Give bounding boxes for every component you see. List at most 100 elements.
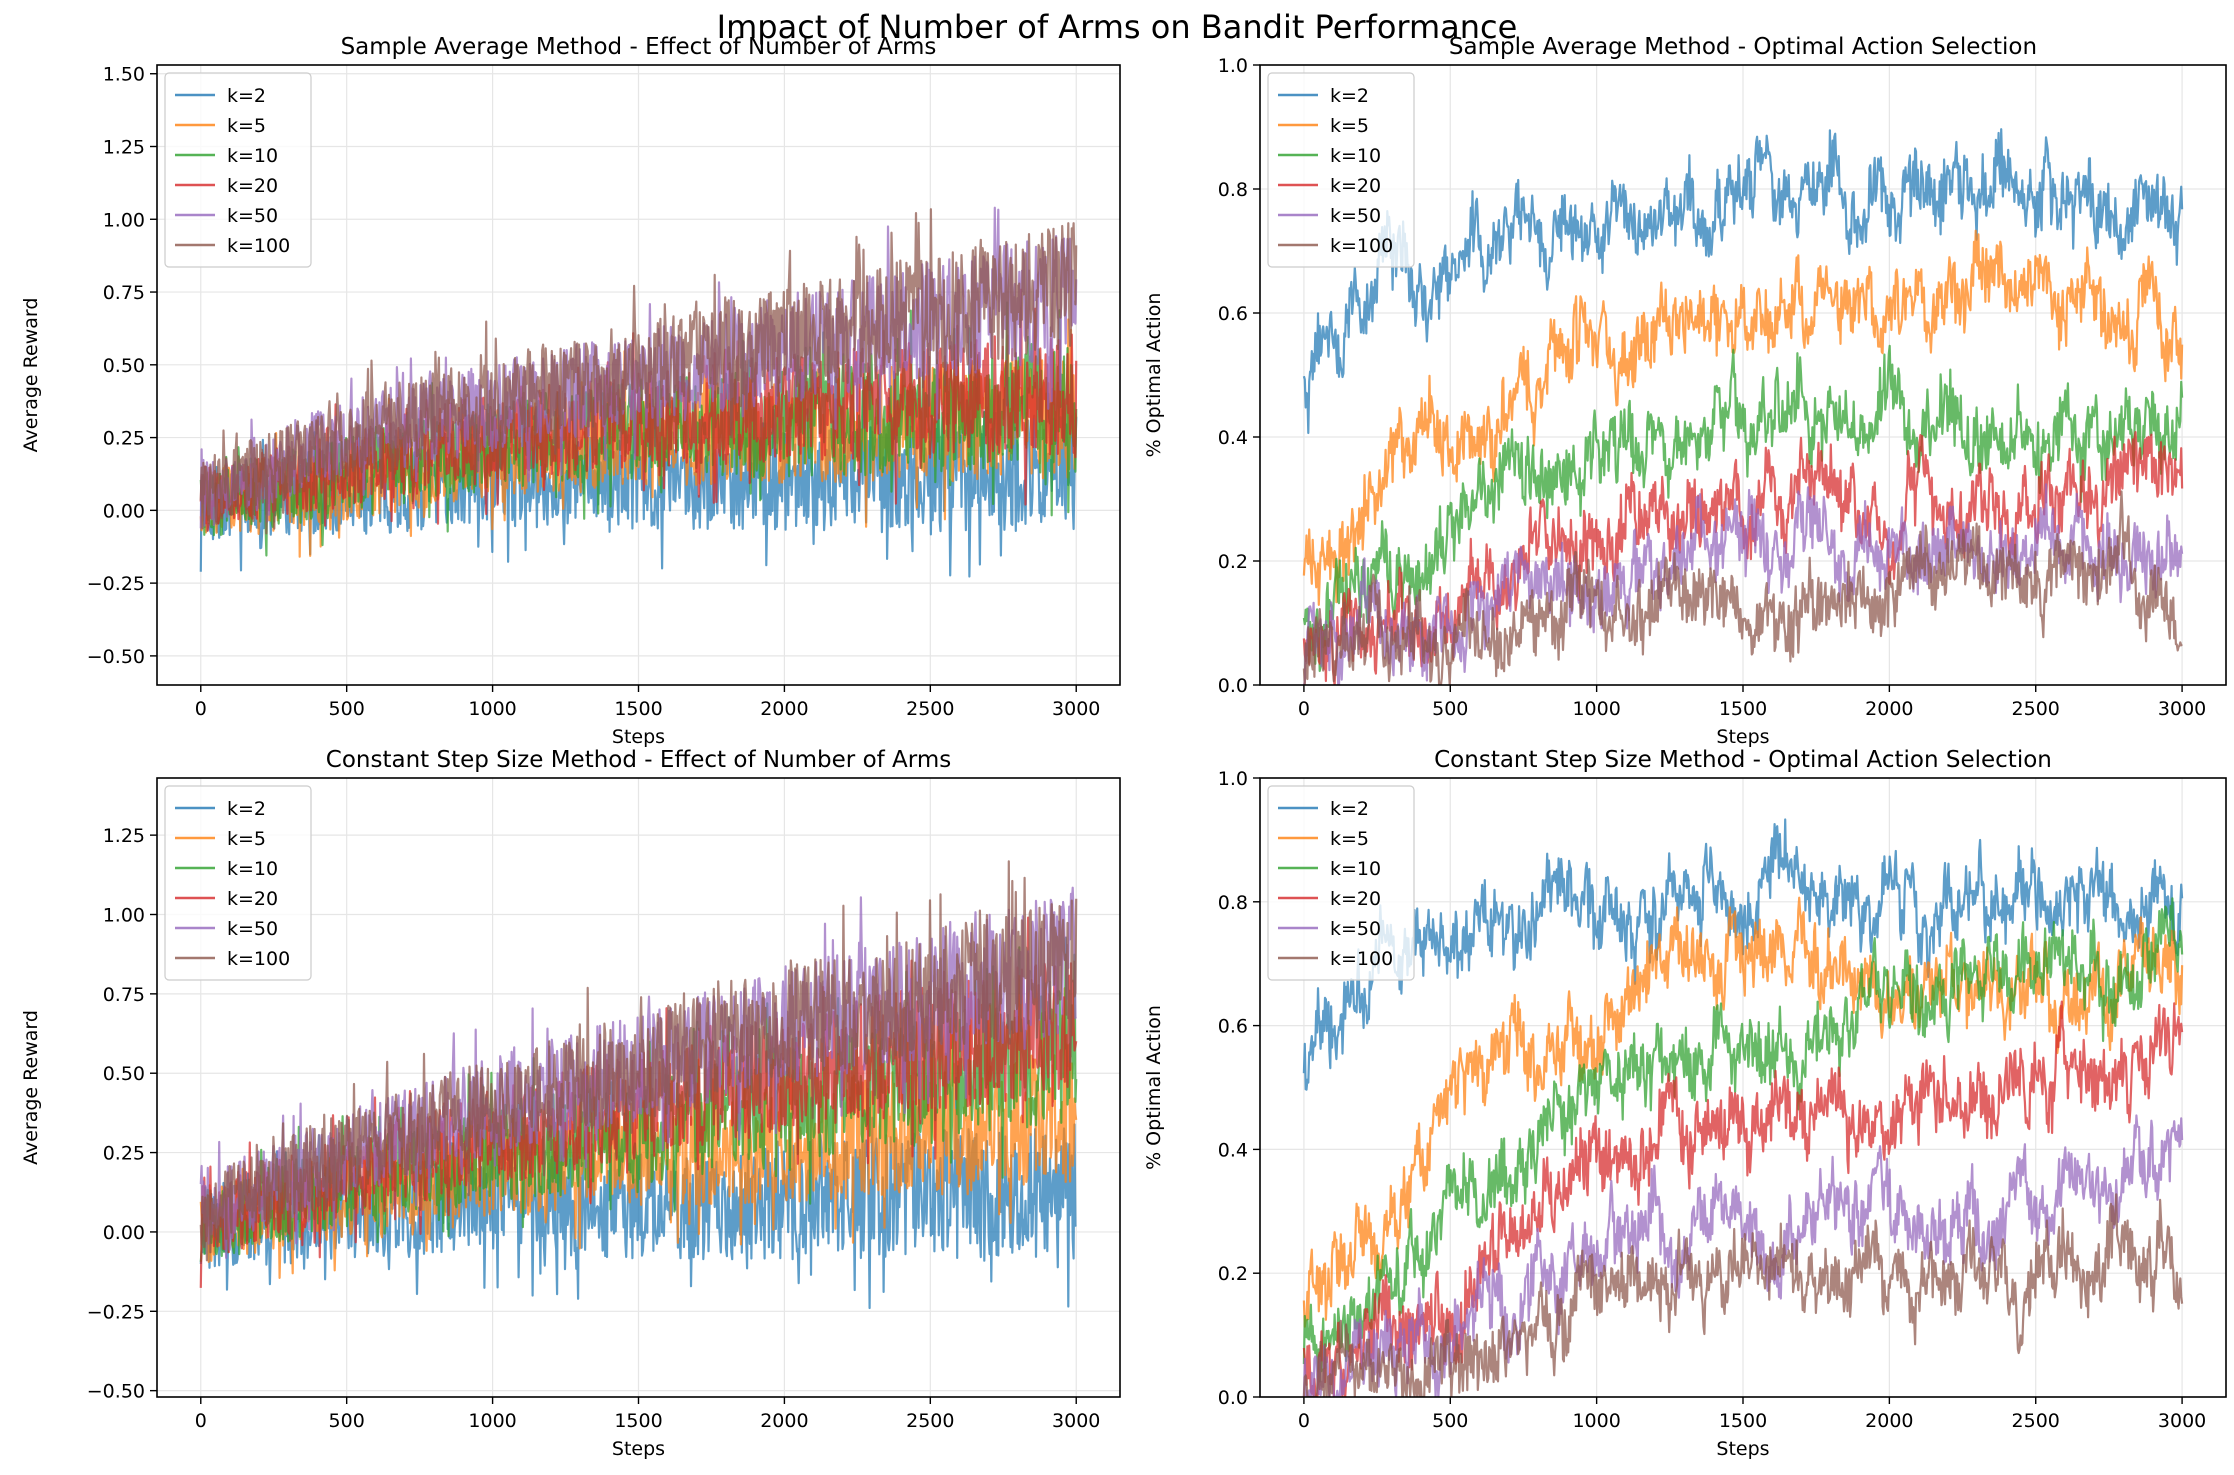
legend: k=2 k=5 k=10 k=20 k=50 k=100 (164, 72, 312, 268)
y-tick-label: 0.25 (103, 1143, 145, 1165)
legend-label: k=50 (227, 205, 278, 227)
x-tick-label: 1000 (1572, 698, 1620, 720)
y-tick-label: 0.75 (103, 282, 145, 304)
legend-label: k=100 (227, 948, 290, 970)
legend-label: k=2 (227, 85, 266, 107)
legend: k=2 k=5 k=10 k=20 k=50 k=100 (1267, 72, 1415, 268)
legend-label: k=50 (227, 918, 278, 940)
legend-label: k=10 (1330, 858, 1381, 880)
x-tick-label: 3000 (1052, 1410, 1100, 1432)
subplot-title: Constant Step Size Method - Effect of Nu… (326, 747, 951, 773)
legend-label: k=20 (1330, 175, 1381, 197)
y-tick-label: 0.0 (1218, 675, 1248, 697)
legend: k=2 k=5 k=10 k=20 k=50 k=100 (164, 785, 312, 981)
legend-label: k=20 (227, 175, 278, 197)
x-tick-label: 0 (195, 1410, 207, 1432)
subplot-2: 0 500 1000 1500 2000 2500 3000 0.0 0.2 0.4 0.6 0.8 1… (1143, 34, 2227, 748)
series-line-k-5 (1302, 229, 2184, 607)
series-line-k-2 (1302, 128, 2184, 435)
x-axis-label: Steps (612, 1438, 665, 1460)
y-tick-label: 0.2 (1218, 1263, 1248, 1285)
x-tick-label: 0 (1298, 1410, 1310, 1432)
legend-label: k=50 (1330, 205, 1381, 227)
x-tick-label: 1500 (1719, 1410, 1767, 1432)
y-tick-label: 0.75 (103, 984, 145, 1006)
x-tick-label: 500 (1432, 698, 1468, 720)
x-tick-label: 0 (1298, 698, 1310, 720)
x-tick-label: 500 (329, 698, 365, 720)
legend-box (1267, 72, 1415, 268)
x-tick-label: 2500 (906, 1410, 954, 1432)
x-tick-label: 3000 (2158, 1410, 2206, 1432)
x-tick-label: 2500 (2012, 1410, 2060, 1432)
x-tick-label: 3000 (1052, 698, 1100, 720)
subplot-3: 0 500 1000 1500 2000 2500 3000 −0.50 −0.25 0.00 0.… (20, 747, 1121, 1460)
legend-label: k=50 (1330, 918, 1381, 940)
figure-title: Impact of Number of Arms on Bandit Perfo… (716, 8, 1518, 46)
y-tick-label: 0.6 (1218, 303, 1248, 325)
y-tick-label: 1.0 (1218, 768, 1248, 790)
legend-label: k=20 (1330, 888, 1381, 910)
x-tick-label: 2000 (1865, 1410, 1913, 1432)
y-tick-label: 0.8 (1218, 179, 1248, 201)
subplot-title: Sample Average Method - Effect of Number… (341, 34, 937, 60)
series-line-k-20 (1302, 1000, 2184, 1397)
y-tick-label: 0.6 (1218, 1016, 1248, 1038)
legend-label: k=100 (227, 235, 290, 257)
legend-label: k=20 (227, 888, 278, 910)
y-tick-label: 0.50 (103, 355, 145, 377)
y-tick-label: 0.00 (103, 1222, 145, 1244)
x-tick-label: 2500 (2012, 698, 2060, 720)
legend-label: k=5 (1330, 828, 1369, 850)
y-tick-label: −0.50 (87, 1381, 145, 1403)
x-tick-label: 3000 (2158, 698, 2206, 720)
y-axis-label: % Optimal Action (1143, 1005, 1165, 1170)
y-axis-label: Average Reward (20, 298, 42, 453)
legend-label: k=10 (1330, 145, 1381, 167)
y-tick-label: 0.0 (1218, 1387, 1248, 1409)
y-tick-label: 0.8 (1218, 892, 1248, 914)
series-line-k-5 (1302, 896, 2184, 1328)
legend-box (164, 72, 312, 268)
y-tick-label: 0.50 (103, 1063, 145, 1085)
x-tick-label: 2000 (760, 698, 808, 720)
subplot-1: 0 500 1000 1500 2000 2500 3000 −0.50 −0.25 0.00 0.… (20, 34, 1121, 748)
legend-box (164, 785, 312, 981)
x-axis-label: Steps (612, 726, 665, 748)
subplot-4: 0 500 1000 1500 2000 2500 3000 0.0 0.2 0.4 0.6 0.8 1… (1143, 747, 2227, 1460)
x-tick-label: 2000 (1865, 698, 1913, 720)
series-line-k-100 (199, 860, 1078, 1262)
x-tick-label: 1500 (614, 698, 662, 720)
x-axis-label: Steps (1716, 1438, 1769, 1460)
legend-label: k=2 (1330, 798, 1369, 820)
y-tick-label: 1.0 (1218, 55, 1248, 77)
y-tick-label: 1.25 (103, 825, 145, 847)
y-axis-label: % Optimal Action (1143, 293, 1165, 458)
y-tick-label: 0.4 (1218, 427, 1248, 449)
subplot-title: Sample Average Method - Optimal Action S… (1449, 34, 2037, 60)
x-tick-label: 1000 (1572, 1410, 1620, 1432)
series-line-k-100 (199, 208, 1078, 535)
y-tick-label: 1.25 (103, 137, 145, 159)
subplot-title: Constant Step Size Method - Optimal Acti… (1434, 747, 2052, 773)
series-line-k-50 (1302, 483, 2184, 685)
y-tick-label: 0.4 (1218, 1139, 1248, 1161)
legend-label: k=100 (1330, 948, 1393, 970)
series-line-k-10 (1302, 897, 2184, 1383)
legend-label: k=10 (227, 145, 278, 167)
y-tick-label: 0.00 (103, 500, 145, 522)
series-line-k-100 (1302, 1193, 2184, 1397)
y-tick-label: 0.2 (1218, 551, 1248, 573)
x-tick-label: 500 (329, 1410, 365, 1432)
x-tick-label: 0 (195, 698, 207, 720)
series-line-k-10 (1302, 344, 2184, 673)
x-axis-label: Steps (1716, 726, 1769, 748)
y-tick-label: −0.25 (87, 573, 145, 595)
legend: k=2 k=5 k=10 k=20 k=50 k=100 (1267, 785, 1415, 981)
x-tick-label: 1500 (1719, 698, 1767, 720)
y-axis-label: Average Reward (20, 1010, 42, 1165)
y-tick-label: 1.00 (103, 904, 145, 926)
x-tick-label: 2000 (760, 1410, 808, 1432)
y-tick-label: 0.25 (103, 428, 145, 450)
